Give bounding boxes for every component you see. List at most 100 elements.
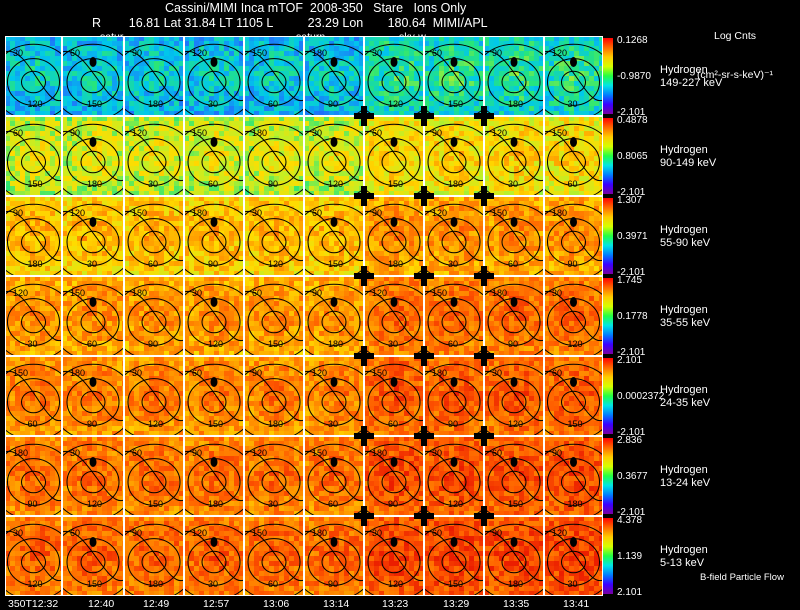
contour-label: 150: [87, 579, 102, 589]
energy-range: 24-35 keV: [660, 397, 710, 410]
contour-label: 120: [208, 339, 223, 349]
species-name: Hydrogen: [660, 384, 710, 397]
cross-marker: [474, 426, 494, 446]
contour-label: 90: [568, 259, 578, 269]
cross-marker: [414, 506, 434, 526]
colorbar: [603, 198, 613, 274]
cross-marker: [354, 266, 374, 286]
species-name: Hydrogen: [660, 304, 710, 317]
contour-label: 150: [372, 368, 387, 378]
contour-label: 60: [192, 368, 202, 378]
energy-range: 35-55 keV: [660, 317, 710, 330]
contour-label: 120: [87, 499, 102, 509]
contour-label: 180: [70, 368, 85, 378]
contour-label: 30: [148, 179, 158, 189]
species-name: Hydrogen: [660, 224, 710, 237]
contour-label: 60: [432, 528, 442, 538]
contour-label: 180: [208, 499, 223, 509]
contour-label: 180: [508, 579, 523, 589]
colorbar: [603, 358, 613, 434]
species-name: Hydrogen: [660, 144, 716, 157]
contour-label: 150: [252, 48, 267, 58]
energy-range: 5-13 keV: [660, 557, 708, 570]
contour-label: 120: [252, 448, 267, 458]
time-tick-label: 13:29: [443, 598, 469, 610]
contour-label: 150: [328, 259, 343, 269]
contour-label: 30: [448, 259, 458, 269]
contour-label: 30: [132, 368, 142, 378]
colorbar-top-label: 0.1268: [617, 36, 648, 46]
cross-marker: [354, 426, 374, 446]
colorbar-top-label: 2.836: [617, 436, 642, 446]
contour-label: 30: [28, 339, 38, 349]
contour-label: 180: [328, 339, 343, 349]
contour-label: 30: [552, 288, 562, 298]
contour-label: 150: [208, 419, 223, 429]
contour-label: 90: [208, 259, 218, 269]
contour-label: 150: [492, 208, 507, 218]
contour-label: 150: [508, 499, 523, 509]
cross-marker: [354, 346, 374, 366]
colorbar-top-label: 2.101: [617, 356, 642, 366]
contour-label: 120: [448, 499, 463, 509]
contour-label: 30: [13, 48, 23, 58]
colorbar-mid-label: 0.3677: [617, 472, 648, 482]
cross-marker: [474, 346, 494, 366]
contour-label: 180: [28, 259, 43, 269]
energy-range: 149-227 keV: [660, 77, 722, 90]
contour-label: 90: [132, 48, 142, 58]
contour-label: 180: [568, 499, 583, 509]
contour-label: 60: [70, 48, 80, 58]
contour-label: 120: [28, 99, 43, 109]
colorbar-mid-label: 0.1778: [617, 312, 648, 322]
species-name: Hydrogen: [660, 64, 722, 77]
contour-label: 150: [148, 499, 163, 509]
contour-label: 150: [252, 528, 267, 538]
contour-label: 120: [70, 208, 85, 218]
contour-label: 30: [252, 208, 262, 218]
contour-label: 60: [432, 48, 442, 58]
ephemeris-line: R 16.81 Lat 31.84 LT 1105 L 23.29 Lon 18…: [92, 17, 488, 30]
contour-label: 150: [388, 179, 403, 189]
contour-label: 180: [312, 528, 327, 538]
contour-label: 90: [552, 448, 562, 458]
contour-label: 120: [312, 368, 327, 378]
contour-label: 180: [13, 448, 28, 458]
contour-label: 150: [432, 288, 447, 298]
contour-label: 90: [492, 48, 502, 58]
cross-marker: [474, 266, 494, 286]
